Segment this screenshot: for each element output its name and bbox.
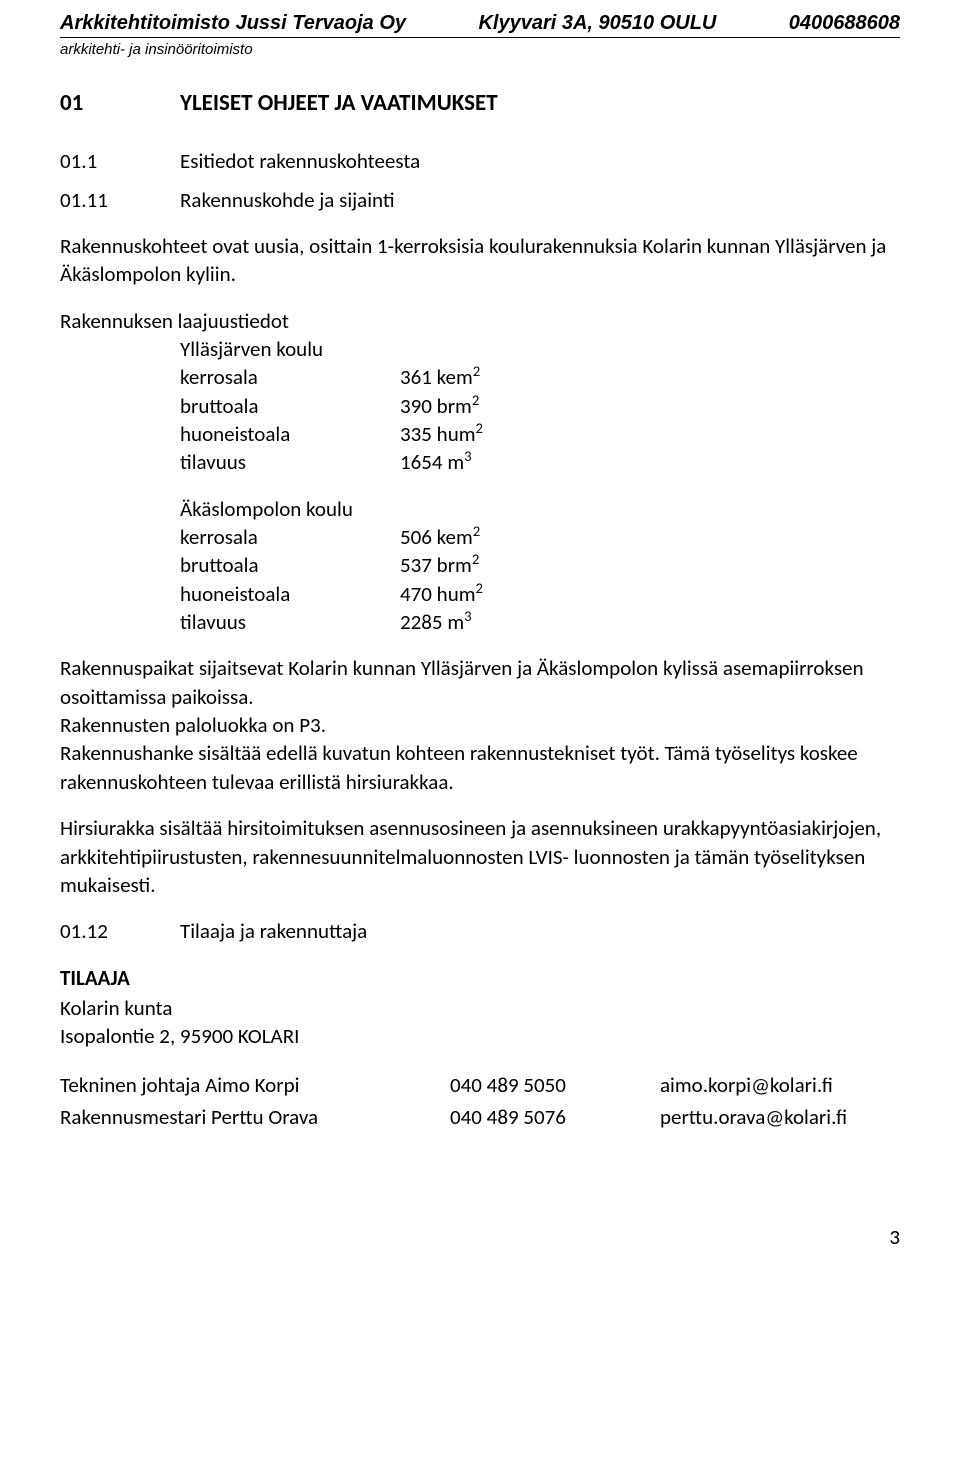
school2-table: kerrosala 506 kem2 bruttoala 537 brm2 hu…	[60, 523, 483, 636]
paragraph: Hirsiurakka sisältää hirsitoimituksen as…	[60, 814, 900, 899]
contact-role: Rakennusmestari Perttu Orava	[60, 1101, 450, 1133]
page-content: Arkkitehtitoimisto Jussi Tervaoja Oy Kly…	[0, 0, 960, 1163]
table-row: bruttoala 537 brm2	[180, 551, 483, 579]
table-row: bruttoala 390 brm2	[180, 392, 483, 420]
paragraph: Rakennuspaikat sijaitsevat Kolarin kunna…	[60, 654, 900, 796]
client-name: Kolarin kunta	[60, 994, 900, 1022]
contact-phone: 040 489 5050	[450, 1069, 660, 1101]
client-heading: TILAAJA	[60, 964, 900, 992]
contact-row: Tekninen johtaja Aimo Korpi 040 489 5050…	[60, 1069, 847, 1101]
header-top-row: Arkkitehtitoimisto Jussi Tervaoja Oy Kly…	[60, 10, 900, 37]
table-row: huoneistoala 335 hum2	[180, 420, 483, 448]
scope-heading: Rakennuksen laajuustiedot	[60, 307, 900, 335]
metric-value: 335 hum2	[400, 420, 483, 448]
metric-value: 390 brm2	[400, 392, 483, 420]
company-address: Klyyvari 3A, 90510 OULU	[478, 10, 716, 37]
intro-paragraph: Rakennuskohteet ovat uusia, osittain 1-k…	[60, 232, 900, 289]
contact-email: aimo.korpi@kolari.fi	[660, 1069, 847, 1101]
school2-name: Äkäslompolon koulu	[60, 495, 900, 523]
subsection-number: 01.11	[60, 186, 180, 214]
subsection-number: 01.1	[60, 147, 180, 175]
metric-value: 2285 m3	[400, 608, 483, 636]
company-name: Arkkitehtitoimisto Jussi Tervaoja Oy	[60, 10, 406, 37]
subsection-title: Esitiedot rakennuskohteesta	[180, 147, 420, 175]
scope-block: Rakennuksen laajuustiedot Ylläsjärven ko…	[60, 307, 900, 477]
metric-key: kerrosala	[180, 523, 400, 551]
client-address: Isopalontie 2, 95900 KOLARI	[60, 1022, 900, 1050]
metric-key: kerrosala	[180, 363, 400, 391]
contact-email: perttu.orava@kolari.fi	[660, 1101, 847, 1133]
metric-key: bruttoala	[180, 392, 400, 420]
company-phone: 0400688608	[789, 10, 900, 37]
school1-name: Ylläsjärven koulu	[60, 335, 900, 363]
metric-value: 506 kem2	[400, 523, 483, 551]
school2-block: Äkäslompolon koulu kerrosala 506 kem2 br…	[60, 495, 900, 637]
metric-value: 470 hum2	[400, 580, 483, 608]
subsection-row: 01.12 Tilaaja ja rakennuttaja	[60, 917, 900, 945]
contacts-table: Tekninen johtaja Aimo Korpi 040 489 5050…	[60, 1069, 847, 1134]
metric-key: tilavuus	[180, 608, 400, 636]
page-number: 3	[0, 1163, 960, 1251]
contact-role: Tekninen johtaja Aimo Korpi	[60, 1069, 450, 1101]
subsection-number: 01.12	[60, 917, 180, 945]
subsection-row: 01.1 Esitiedot rakennuskohteesta	[60, 147, 900, 175]
subsection-title: Tilaaja ja rakennuttaja	[180, 917, 367, 945]
section-title: YLEISET OHJEET JA VAATIMUKSET	[180, 88, 498, 119]
metric-key: huoneistoala	[180, 420, 400, 448]
metric-key: tilavuus	[180, 448, 400, 476]
contact-phone: 040 489 5076	[450, 1101, 660, 1133]
table-row: kerrosala 506 kem2	[180, 523, 483, 551]
subsection-title: Rakennuskohde ja sijainti	[180, 186, 395, 214]
metric-value: 361 kem2	[400, 363, 483, 391]
school1-table: kerrosala 361 kem2 bruttoala 390 brm2 hu…	[60, 363, 483, 476]
document-header: Arkkitehtitoimisto Jussi Tervaoja Oy Kly…	[60, 10, 900, 38]
metric-key: bruttoala	[180, 551, 400, 579]
table-row: huoneistoala 470 hum2	[180, 580, 483, 608]
metric-value: 537 brm2	[400, 551, 483, 579]
section-heading-row: 01 YLEISET OHJEET JA VAATIMUKSET	[60, 88, 900, 119]
subsection-row: 01.11 Rakennuskohde ja sijainti	[60, 186, 900, 214]
metric-value: 1654 m3	[400, 448, 483, 476]
table-row: tilavuus 1654 m3	[180, 448, 483, 476]
contact-row: Rakennusmestari Perttu Orava 040 489 507…	[60, 1101, 847, 1133]
table-row: tilavuus 2285 m3	[180, 608, 483, 636]
table-row: kerrosala 361 kem2	[180, 363, 483, 391]
metric-key: huoneistoala	[180, 580, 400, 608]
section-number: 01	[60, 88, 180, 119]
company-subtitle: arkkitehti- ja insinööritoimisto	[60, 40, 900, 60]
